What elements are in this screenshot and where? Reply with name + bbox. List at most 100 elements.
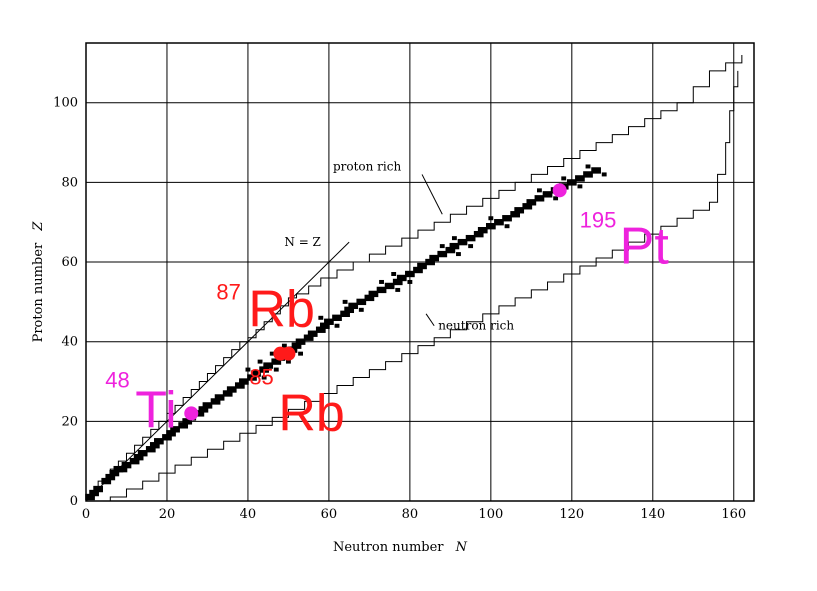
stable-nuclide-mark [178, 422, 189, 429]
stable-nuclide-mark [522, 203, 533, 210]
stable-nuclide-mark [407, 279, 413, 284]
stable-nuclide-mark [368, 290, 379, 298]
stable-nuclide-mark [526, 199, 537, 206]
stable-nuclide-mark [251, 370, 261, 377]
x-tick-label: 160 [721, 507, 746, 522]
stable-nuclide-mark [129, 457, 140, 465]
stable-nuclide-mark [340, 310, 350, 318]
plot-frame [85, 42, 755, 502]
stable-nuclide-mark [324, 318, 334, 325]
stable-nuclide-mark [379, 279, 384, 284]
stable-nuclide-mark [425, 258, 435, 266]
n-equals-z-line [85, 241, 350, 502]
stable-nuclide-mark [245, 367, 251, 372]
stable-nuclide-mark [561, 176, 567, 181]
stable-nuclide-mark [210, 398, 221, 405]
stable-nuclide-mark [145, 446, 156, 453]
stable-nuclide-mark [553, 196, 559, 201]
y-tick-label: 0 [70, 494, 78, 509]
stable-nuclide-mark [456, 252, 461, 257]
stable-nuclide-mark [537, 188, 542, 193]
isotope-mass-label: 48 [105, 367, 129, 392]
y-tick-label: 20 [61, 414, 78, 429]
stable-nuclide-mark [257, 359, 263, 364]
proton-rich-label: proton rich [333, 159, 402, 173]
stable-nuclide-mark [494, 219, 504, 226]
x-axis-label: Neutron number N [333, 540, 468, 555]
stable-nuclide-mark [534, 195, 545, 202]
stable-nuclide-mark [263, 362, 274, 369]
stable-nuclide-mark [510, 211, 520, 218]
axis-ticks: 0 20 40 60 80 100 120 140 160 0 20 40 60 80 100 [53, 96, 746, 522]
x-tick-label: 40 [240, 507, 257, 522]
stable-nuclide-mark [234, 382, 245, 389]
stable-nuclide-mark [488, 216, 494, 221]
stable-nuclide-mark [121, 461, 132, 469]
stable-nuclide-mark [504, 224, 510, 229]
y-axis-label-var: Z [31, 221, 46, 232]
stable-nuclide-mark [477, 226, 488, 234]
stable-nuclide-mark [291, 342, 302, 349]
x-tick-label: 20 [159, 507, 176, 522]
stable-nuclide-mark [194, 410, 205, 417]
stable-nuclide-mark [465, 234, 476, 242]
neutron-rich-arrow [425, 313, 435, 327]
stable-nuclide-mark [601, 172, 607, 177]
stable-nuclide-mark [348, 302, 359, 310]
stable-nuclide-mark [239, 378, 249, 385]
stable-nuclide-mark [202, 402, 213, 409]
stable-nuclide-mark [344, 306, 355, 314]
n-equals-z-diagonal [85, 241, 350, 502]
stable-nuclide-mark [457, 238, 468, 246]
x-axis-label-text: Neutron number [333, 540, 444, 555]
isotope-symbol-label: Ti [135, 381, 176, 439]
x-tick-label: 100 [478, 507, 503, 522]
stable-nuclide-mark [342, 299, 348, 304]
stable-nuclide-mark [591, 167, 601, 174]
stable-nuclide-mark [396, 274, 407, 282]
stable-nuclide-mark [395, 287, 401, 292]
stable-nuclide-mark [281, 343, 287, 348]
stable-nuclide-mark [502, 215, 512, 222]
y-tick-label: 80 [61, 175, 78, 190]
stable-nuclide-mark [298, 351, 303, 356]
stable-nuclide-mark [585, 164, 591, 169]
stable-nuclide-mark [318, 315, 324, 320]
y-axis-label-text: Proton number [31, 242, 46, 342]
neutron-drip-line [94, 70, 739, 502]
stable-nuclide-mark [259, 366, 269, 373]
stable-nuclide-mark [295, 338, 306, 345]
stability-band [85, 164, 607, 501]
isotope-marker-ti-48 [184, 406, 199, 421]
stable-nuclide-mark [307, 330, 318, 337]
stable-nuclide-mark [583, 171, 593, 178]
stable-nuclide-mark [439, 244, 445, 249]
stable-nuclide-mark [170, 426, 180, 433]
stable-nuclide-mark [485, 223, 496, 230]
stable-nuclide-mark [271, 358, 282, 365]
stable-nuclide-mark [429, 254, 440, 262]
isotope-symbol-label: Rb [248, 281, 314, 339]
stable-nuclide-mark [405, 270, 415, 278]
stable-nuclide-mark [445, 246, 456, 254]
stable-nuclide-mark [566, 179, 577, 186]
stable-nuclide-mark [226, 386, 237, 393]
stable-nuclide-mark [162, 434, 172, 441]
y-tick-label: 100 [53, 96, 78, 111]
isotope-mass-label: 87 [216, 280, 240, 305]
stable-nuclide-mark [473, 230, 484, 238]
isotope-marker-rb-85 [273, 346, 288, 361]
stable-nuclide-mark [182, 418, 193, 425]
stable-nuclide-mark [417, 262, 427, 270]
stable-nuclide-mark [437, 250, 448, 258]
x-tick-label: 60 [321, 507, 338, 522]
stable-nuclide-mark [117, 465, 128, 473]
n-equals-z-label: N = Z [284, 235, 321, 249]
x-tick-label: 120 [559, 507, 584, 522]
stable-nuclide-mark [133, 454, 144, 461]
stable-nuclide-mark [577, 184, 583, 189]
y-axis-label: Proton number Z [31, 221, 46, 343]
stable-nuclide-mark [364, 294, 375, 302]
